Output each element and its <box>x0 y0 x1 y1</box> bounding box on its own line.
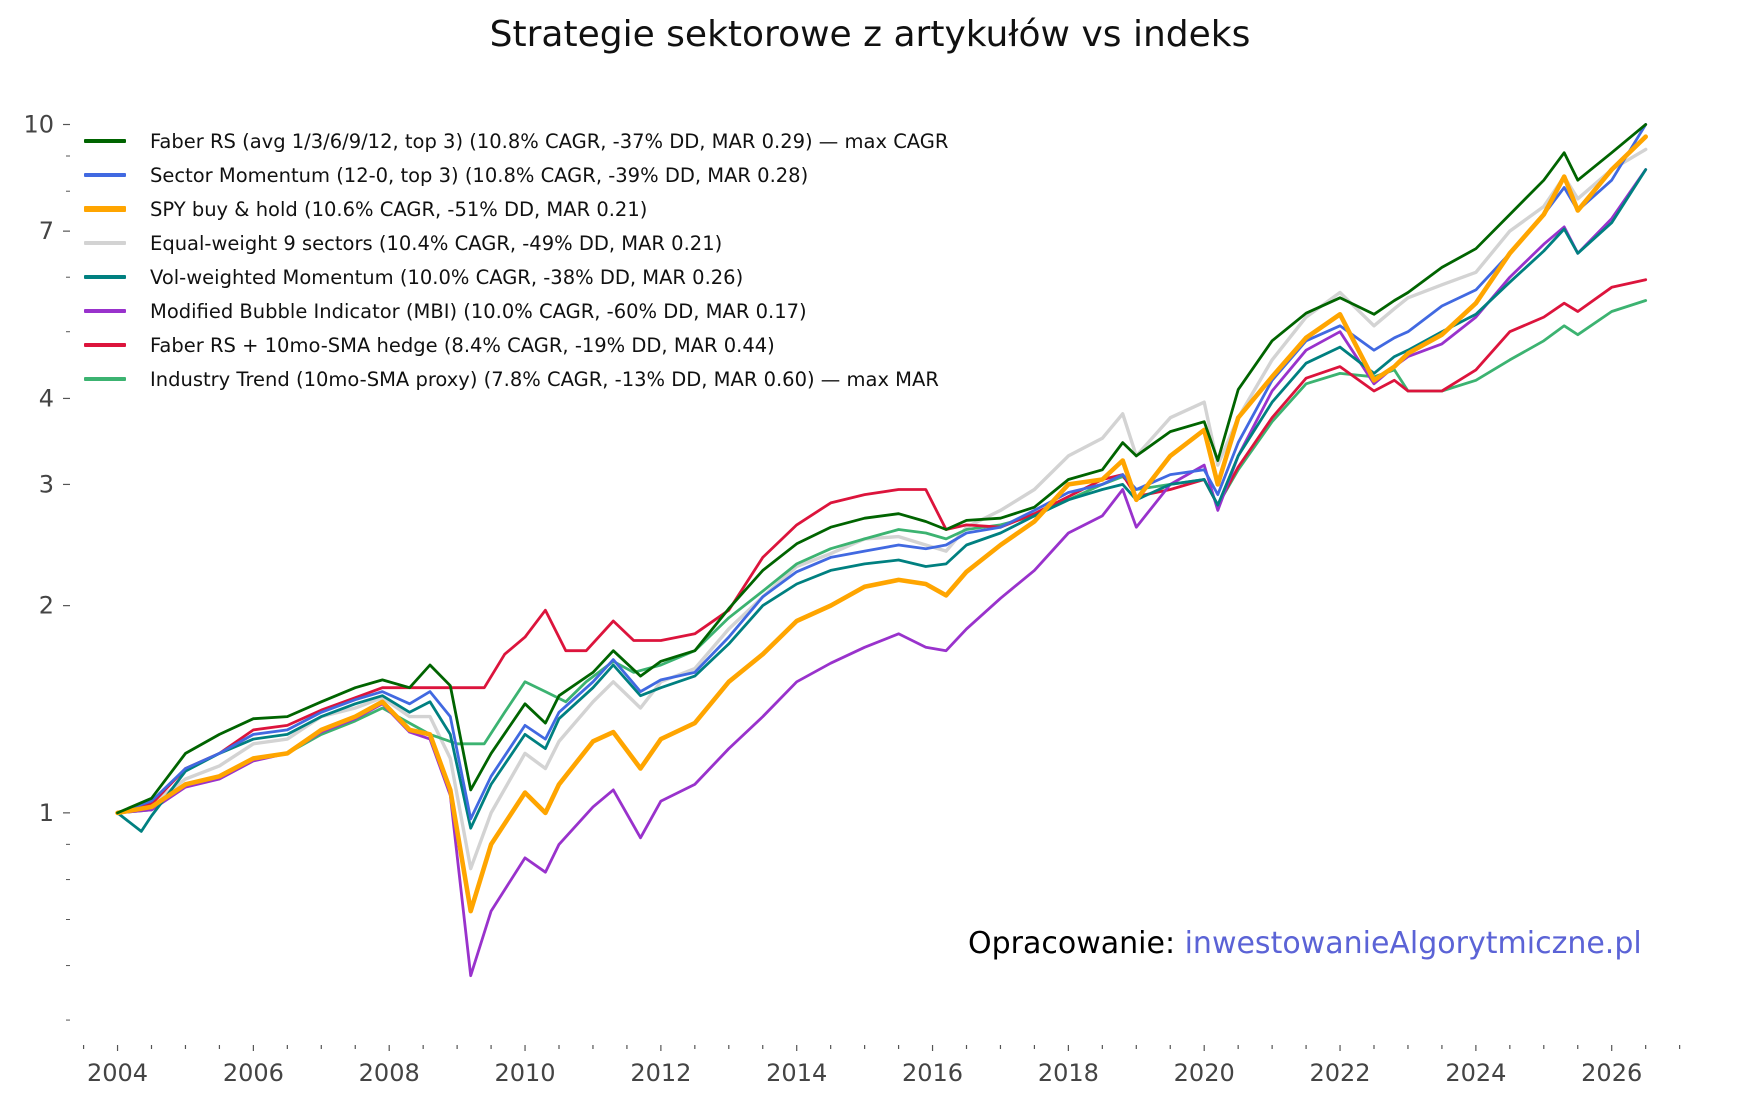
legend-label: Faber RS + 10mo-SMA hedge (8.4% CAGR, -1… <box>150 333 775 357</box>
x-tick-label: 2010 <box>495 1059 556 1087</box>
legend-swatch <box>84 206 126 212</box>
y-tick-label: 2 <box>39 592 54 620</box>
x-tick-label: 2024 <box>1445 1059 1506 1087</box>
legend-swatch <box>84 377 126 381</box>
legend-item: Faber RS + 10mo-SMA hedge (8.4% CAGR, -1… <box>84 328 948 362</box>
legend-item: Industry Trend (10mo-SMA proxy) (7.8% CA… <box>84 362 948 396</box>
legend-item: Faber RS (avg 1/3/6/9/12, top 3) (10.8% … <box>84 124 948 158</box>
legend-swatch <box>84 139 126 143</box>
source-note: Opracowanie: inwestowanieAlgorytmiczne.p… <box>968 926 1642 961</box>
legend-item: Modified Bubble Indicator (MBI) (10.0% C… <box>84 294 948 328</box>
series-line-8 <box>116 299 1648 815</box>
x-tick-label: 2014 <box>766 1059 827 1087</box>
source-link[interactable]: inwestowanieAlgorytmiczne.pl <box>1184 926 1642 961</box>
x-tick-label: 2008 <box>359 1059 420 1087</box>
y-tick-label: 7 <box>39 217 54 245</box>
legend-label: SPY buy & hold (10.6% CAGR, -51% DD, MAR… <box>150 197 648 221</box>
source-prefix: Opracowanie: <box>968 926 1185 961</box>
series-line-3 <box>115 134 1648 914</box>
x-tick-label: 2026 <box>1581 1059 1642 1087</box>
legend-label: Faber RS (avg 1/3/6/9/12, top 3) (10.8% … <box>150 129 949 153</box>
x-tick-label: 2020 <box>1174 1059 1235 1087</box>
legend-swatch <box>84 173 126 177</box>
legend-item: Vol-weighted Momentum (10.0% CAGR, -38% … <box>84 260 948 294</box>
series-line-2 <box>116 123 1648 821</box>
series-line-4 <box>115 147 1648 871</box>
x-tick-label: 2022 <box>1310 1059 1371 1087</box>
axes: 2004 2006 2008 2010 2012 2014 2016 2018 2020 2022… <box>23 111 1681 1087</box>
legend-swatch <box>84 241 126 245</box>
x-tick-label: 2012 <box>630 1059 691 1087</box>
legend-label: Equal-weight 9 sectors (10.4% CAGR, -49%… <box>150 231 723 255</box>
series-lines <box>115 123 1648 978</box>
legend-label: Modified Bubble Indicator (MBI) (10.0% C… <box>150 299 807 323</box>
x-tick-label: 2004 <box>87 1059 148 1087</box>
legend-item: SPY buy & hold (10.6% CAGR, -51% DD, MAR… <box>84 192 948 226</box>
y-tick-label: 4 <box>39 384 54 412</box>
legend-label: Sector Momentum (12-0, top 3) (10.8% CAG… <box>150 163 809 187</box>
legend-swatch <box>84 275 126 279</box>
legend-swatch <box>84 309 126 313</box>
legend-item: Equal-weight 9 sectors (10.4% CAGR, -49%… <box>84 226 948 260</box>
legend-label: Industry Trend (10mo-SMA proxy) (7.8% CA… <box>150 367 939 391</box>
x-tick-label: 2018 <box>1038 1059 1099 1087</box>
series-line-1 <box>116 123 1648 815</box>
legend: Faber RS (avg 1/3/6/9/12, top 3) (10.8% … <box>84 124 948 396</box>
y-tick-label: 10 <box>23 111 54 139</box>
legend-swatch <box>84 343 126 347</box>
legend-label: Vol-weighted Momentum (10.0% CAGR, -38% … <box>150 265 744 289</box>
series-line-5 <box>116 168 1648 833</box>
y-tick-label: 1 <box>39 799 54 827</box>
y-tick-label: 3 <box>39 470 54 498</box>
chart-title: Strategie sektorowe z artykułów vs indek… <box>489 14 1251 55</box>
x-tick-label: 2016 <box>902 1059 963 1087</box>
x-tick-label: 2006 <box>223 1059 284 1087</box>
legend-item: Sector Momentum (12-0, top 3) (10.8% CAG… <box>84 158 948 192</box>
